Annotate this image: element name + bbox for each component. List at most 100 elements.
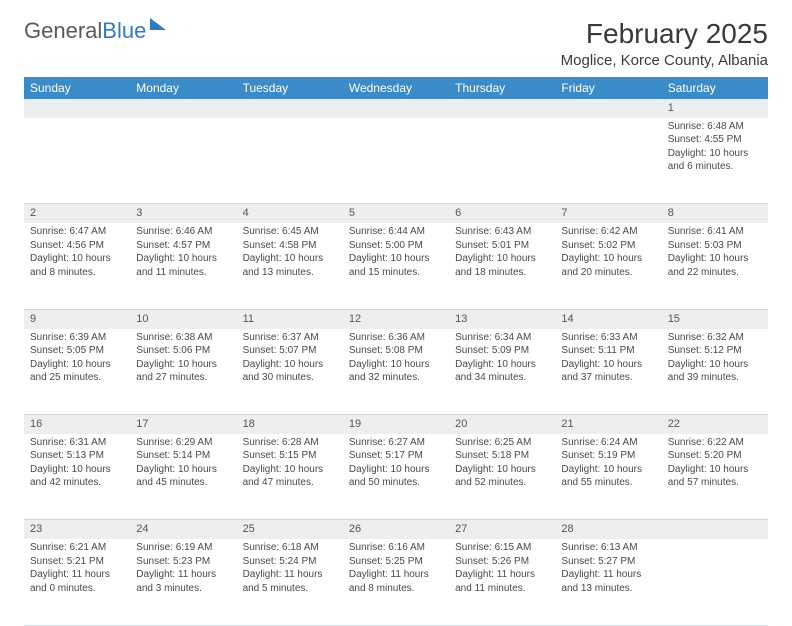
daylight-text: Daylight: 10 hours and 18 minutes. <box>455 252 549 279</box>
daylight-text: Daylight: 10 hours and 11 minutes. <box>136 252 230 279</box>
day-cell: Sunrise: 6:46 AMSunset: 4:57 PMDaylight:… <box>130 223 236 309</box>
calendar-table: Sunday Monday Tuesday Wednesday Thursday… <box>24 77 768 626</box>
sunrise-text: Sunrise: 6:27 AM <box>349 436 443 450</box>
sunrise-text: Sunrise: 6:24 AM <box>561 436 655 450</box>
daynum-cell: 6 <box>449 204 555 223</box>
daylight-text: Daylight: 10 hours and 50 minutes. <box>349 463 443 490</box>
day-cell: Sunrise: 6:42 AMSunset: 5:02 PMDaylight:… <box>555 223 661 309</box>
daynum-cell: 24 <box>130 520 236 539</box>
daynum-cell: 19 <box>343 415 449 434</box>
sunrise-text: Sunrise: 6:33 AM <box>561 331 655 345</box>
sunset-text: Sunset: 5:19 PM <box>561 449 655 463</box>
daynum-cell: 12 <box>343 309 449 328</box>
day-cell: Sunrise: 6:24 AMSunset: 5:19 PMDaylight:… <box>555 434 661 520</box>
daynum-cell: 14 <box>555 309 661 328</box>
day-cell: Sunrise: 6:27 AMSunset: 5:17 PMDaylight:… <box>343 434 449 520</box>
sunrise-text: Sunrise: 6:46 AM <box>136 225 230 239</box>
sunset-text: Sunset: 5:18 PM <box>455 449 549 463</box>
daynum-cell: 25 <box>237 520 343 539</box>
daynum-cell: 23 <box>24 520 130 539</box>
daylight-text: Daylight: 10 hours and 13 minutes. <box>243 252 337 279</box>
day-number <box>555 99 661 103</box>
header: GeneralBlue February 2025 Moglice, Korce… <box>24 18 768 69</box>
daynum-cell: 5 <box>343 204 449 223</box>
daylight-text: Daylight: 11 hours and 5 minutes. <box>243 568 337 595</box>
daynum-cell: 28 <box>555 520 661 539</box>
sunrise-text: Sunrise: 6:44 AM <box>349 225 443 239</box>
day-number: 15 <box>662 310 768 329</box>
day-number <box>130 99 236 103</box>
day-cell <box>555 118 661 204</box>
sunset-text: Sunset: 5:13 PM <box>30 449 124 463</box>
day-number: 4 <box>237 204 343 223</box>
daynum-cell: 3 <box>130 204 236 223</box>
col-wed: Wednesday <box>343 77 449 99</box>
day-cell <box>24 118 130 204</box>
col-thu: Thursday <box>449 77 555 99</box>
daylight-text: Daylight: 11 hours and 0 minutes. <box>30 568 124 595</box>
sunrise-text: Sunrise: 6:45 AM <box>243 225 337 239</box>
daynum-cell: 7 <box>555 204 661 223</box>
sunset-text: Sunset: 4:58 PM <box>243 239 337 253</box>
day-cell <box>449 118 555 204</box>
sunset-text: Sunset: 5:26 PM <box>455 555 549 569</box>
day-number <box>662 520 768 524</box>
sunrise-text: Sunrise: 6:29 AM <box>136 436 230 450</box>
day-number: 16 <box>24 415 130 434</box>
day-number: 22 <box>662 415 768 434</box>
logo-text-1: General <box>24 18 102 44</box>
daynum-cell: 2 <box>24 204 130 223</box>
daynum-row: 16171819202122 <box>24 415 768 434</box>
day-number: 17 <box>130 415 236 434</box>
daylight-text: Daylight: 10 hours and 27 minutes. <box>136 358 230 385</box>
day-number: 2 <box>24 204 130 223</box>
sunrise-text: Sunrise: 6:15 AM <box>455 541 549 555</box>
day-cell <box>662 539 768 625</box>
day-cell: Sunrise: 6:25 AMSunset: 5:18 PMDaylight:… <box>449 434 555 520</box>
sunrise-text: Sunrise: 6:37 AM <box>243 331 337 345</box>
sunrise-text: Sunrise: 6:41 AM <box>668 225 762 239</box>
daynum-cell: 11 <box>237 309 343 328</box>
sunset-text: Sunset: 5:07 PM <box>243 344 337 358</box>
day-number: 19 <box>343 415 449 434</box>
col-sun: Sunday <box>24 77 130 99</box>
sunset-text: Sunset: 5:08 PM <box>349 344 443 358</box>
day-number: 25 <box>237 520 343 539</box>
sunset-text: Sunset: 5:11 PM <box>561 344 655 358</box>
daylight-text: Daylight: 10 hours and 37 minutes. <box>561 358 655 385</box>
daylight-text: Daylight: 11 hours and 8 minutes. <box>349 568 443 595</box>
day-number: 13 <box>449 310 555 329</box>
sunrise-text: Sunrise: 6:47 AM <box>30 225 124 239</box>
day-cell: Sunrise: 6:32 AMSunset: 5:12 PMDaylight:… <box>662 329 768 415</box>
sunrise-text: Sunrise: 6:32 AM <box>668 331 762 345</box>
daynum-cell: 13 <box>449 309 555 328</box>
daylight-text: Daylight: 10 hours and 39 minutes. <box>668 358 762 385</box>
sunrise-text: Sunrise: 6:25 AM <box>455 436 549 450</box>
sunrise-text: Sunrise: 6:16 AM <box>349 541 443 555</box>
day-cell: Sunrise: 6:21 AMSunset: 5:21 PMDaylight:… <box>24 539 130 625</box>
content-row: Sunrise: 6:47 AMSunset: 4:56 PMDaylight:… <box>24 223 768 309</box>
sunrise-text: Sunrise: 6:18 AM <box>243 541 337 555</box>
day-cell: Sunrise: 6:38 AMSunset: 5:06 PMDaylight:… <box>130 329 236 415</box>
sunrise-text: Sunrise: 6:13 AM <box>561 541 655 555</box>
sunrise-text: Sunrise: 6:34 AM <box>455 331 549 345</box>
sunrise-text: Sunrise: 6:39 AM <box>30 331 124 345</box>
sunset-text: Sunset: 4:57 PM <box>136 239 230 253</box>
daylight-text: Daylight: 10 hours and 32 minutes. <box>349 358 443 385</box>
sunset-text: Sunset: 5:15 PM <box>243 449 337 463</box>
daylight-text: Daylight: 10 hours and 47 minutes. <box>243 463 337 490</box>
sunrise-text: Sunrise: 6:42 AM <box>561 225 655 239</box>
weekday-header-row: Sunday Monday Tuesday Wednesday Thursday… <box>24 77 768 99</box>
day-number: 21 <box>555 415 661 434</box>
daynum-cell: 21 <box>555 415 661 434</box>
day-number: 9 <box>24 310 130 329</box>
day-cell: Sunrise: 6:29 AMSunset: 5:14 PMDaylight:… <box>130 434 236 520</box>
day-number: 24 <box>130 520 236 539</box>
day-cell: Sunrise: 6:22 AMSunset: 5:20 PMDaylight:… <box>662 434 768 520</box>
day-cell: Sunrise: 6:37 AMSunset: 5:07 PMDaylight:… <box>237 329 343 415</box>
sunrise-text: Sunrise: 6:31 AM <box>30 436 124 450</box>
day-number: 18 <box>237 415 343 434</box>
day-cell: Sunrise: 6:31 AMSunset: 5:13 PMDaylight:… <box>24 434 130 520</box>
sunset-text: Sunset: 5:06 PM <box>136 344 230 358</box>
day-cell: Sunrise: 6:41 AMSunset: 5:03 PMDaylight:… <box>662 223 768 309</box>
